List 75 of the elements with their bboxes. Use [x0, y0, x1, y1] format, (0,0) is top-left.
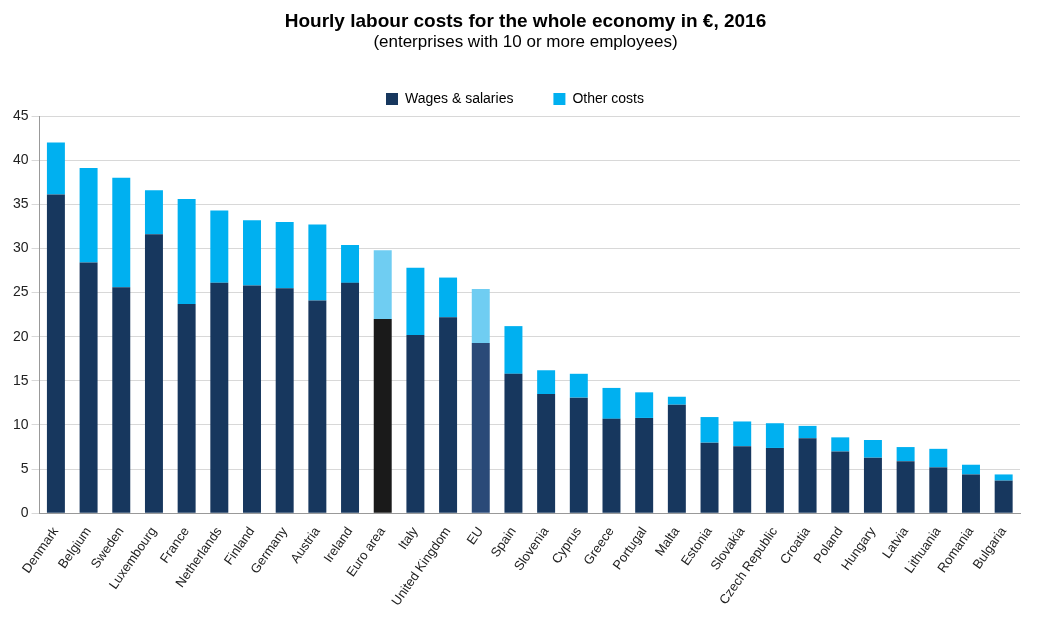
bar [961, 464, 980, 475]
bar [406, 334, 425, 513]
bar [46, 194, 65, 513]
bar [439, 277, 458, 318]
bar [341, 282, 360, 513]
bar [79, 262, 98, 513]
bar [471, 342, 490, 513]
bar [929, 448, 948, 468]
bar [798, 425, 817, 439]
bar [79, 168, 98, 263]
y-tick-label: 35 [12, 195, 29, 212]
y-tick-label: 40 [12, 151, 29, 167]
bar [765, 447, 784, 513]
bar [308, 300, 327, 513]
bar [406, 267, 425, 335]
bar [602, 387, 621, 419]
chart-subtitle: (enterprises with 10 or more employees) [372, 32, 679, 52]
bar [471, 289, 490, 343]
bar [112, 177, 131, 288]
bar [700, 442, 719, 513]
y-tick-label: 0 [20, 504, 29, 521]
bar [275, 221, 294, 289]
bar [863, 440, 882, 458]
bar [537, 394, 556, 513]
bar [112, 287, 131, 513]
y-tick-label: 5 [20, 460, 29, 476]
y-tick-label: 15 [12, 371, 29, 388]
bar [504, 326, 523, 374]
bar [504, 373, 523, 513]
bar [537, 370, 556, 395]
bar [439, 317, 458, 513]
bar [243, 285, 261, 513]
y-tick-label: 10 [12, 415, 29, 432]
bar [994, 474, 1013, 481]
legend-label: Other costs [572, 89, 645, 106]
bar [243, 220, 261, 286]
bar [667, 396, 686, 405]
bar [667, 404, 686, 513]
bar [177, 198, 196, 305]
bar [341, 244, 360, 283]
bar [733, 421, 752, 447]
y-tick-label: 25 [12, 283, 29, 300]
bar [373, 319, 392, 513]
bar [373, 250, 392, 320]
y-tick-label: 20 [12, 327, 29, 344]
bar [831, 451, 850, 513]
bar [831, 437, 850, 452]
bar [144, 234, 163, 513]
legend-label: Wages & salaries [405, 89, 514, 106]
bar [798, 438, 817, 513]
bar [144, 190, 163, 235]
bar [929, 467, 948, 513]
bar [733, 446, 752, 513]
bar [308, 224, 327, 301]
bar [602, 418, 621, 513]
bar [210, 210, 229, 283]
bar [765, 423, 784, 448]
bar [994, 480, 1013, 513]
x-tick-label: EU [463, 523, 487, 548]
bar [863, 457, 882, 513]
bar [635, 392, 654, 418]
bar [210, 282, 229, 513]
bar [177, 304, 196, 513]
bar [46, 142, 65, 195]
bar [275, 288, 294, 513]
y-tick-label: 45 [12, 106, 29, 123]
bar [961, 474, 980, 513]
chart-title: Hourly labour costs for the whole economy in €, 2016 [283, 10, 768, 32]
bar [896, 447, 915, 462]
bar [569, 373, 588, 398]
bar [896, 461, 915, 513]
y-tick-label: 30 [12, 239, 29, 256]
bar [635, 417, 654, 513]
bar [700, 417, 719, 443]
bar [569, 397, 588, 513]
